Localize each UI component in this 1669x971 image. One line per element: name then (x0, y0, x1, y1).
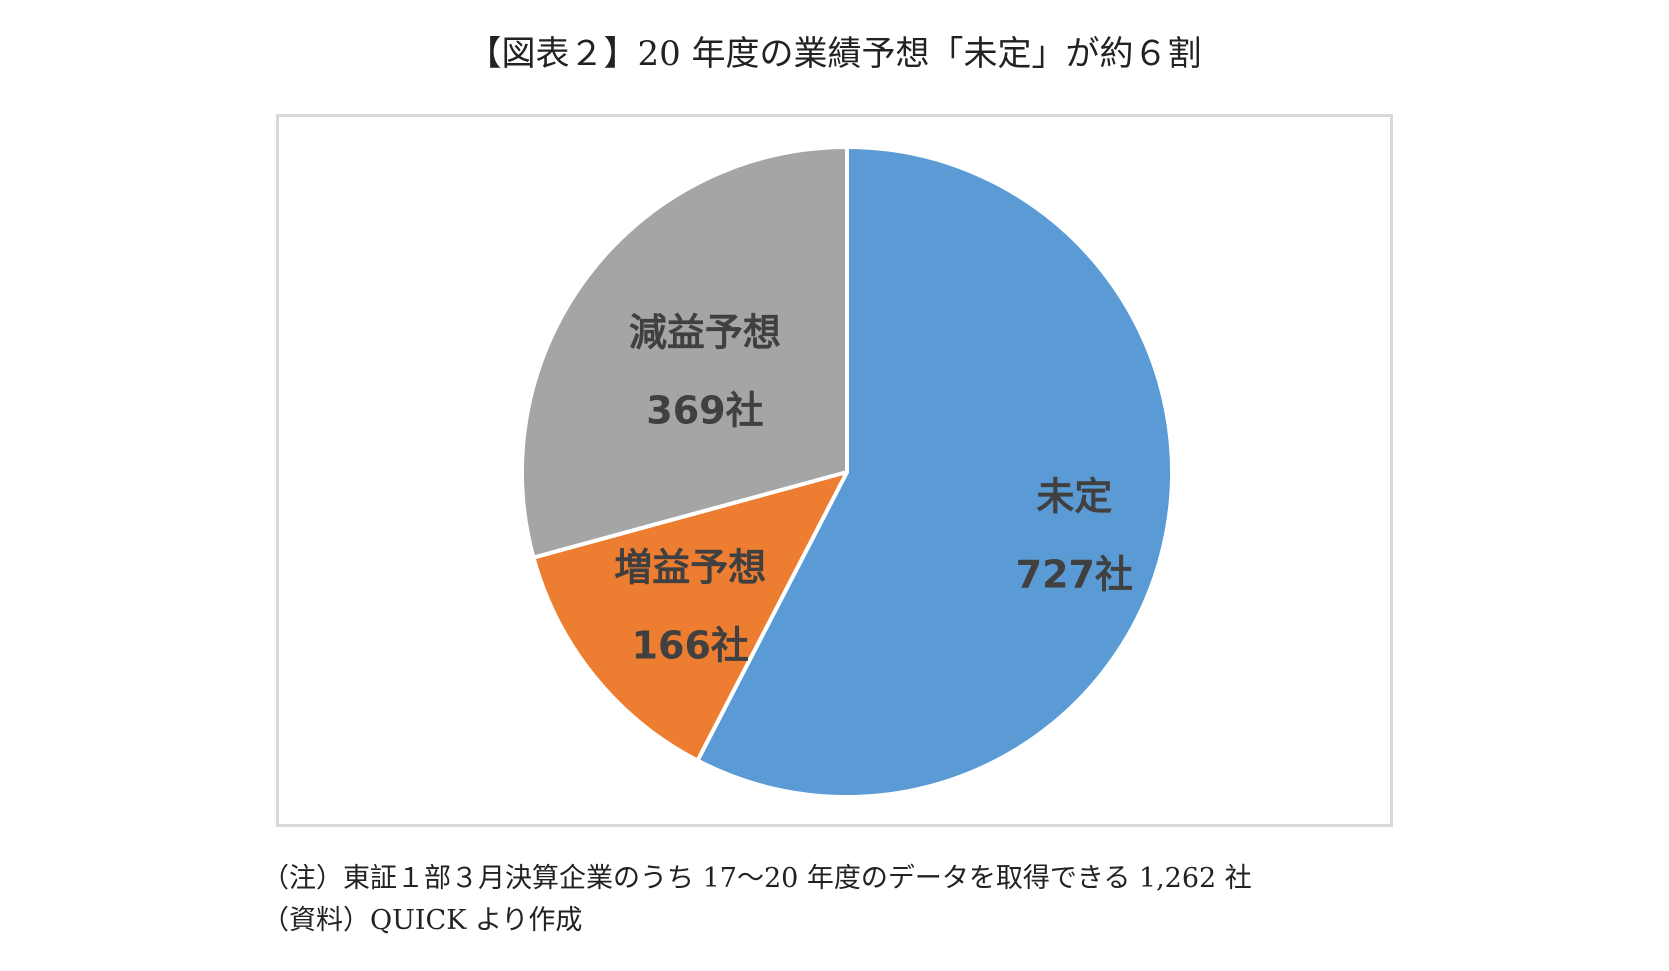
pie-slice-3 (520, 145, 849, 560)
slice-name-label: 増益予想 (614, 546, 766, 590)
note-text: （注）東証１部３月決算企業のうち 17～20 年度のデータを取得できる 1,26… (262, 863, 1252, 894)
pie-slice-2 (531, 470, 849, 763)
slice-value-label: 369社 (646, 389, 763, 433)
pie-chart: 未定 727社 増益予想 166社 減益予想 369社 (520, 145, 1174, 799)
slice-name-label: 減益予想 (629, 311, 781, 355)
slice-value-label: 166社 (632, 624, 749, 668)
chart-area: 未定 727社 増益予想 166社 減益予想 369社 (276, 114, 1393, 827)
source-text: （資料）QUICK より作成 (262, 905, 583, 936)
slice-value-label: 727社 (1016, 552, 1133, 596)
slice-name-label: 未定 (1036, 474, 1112, 518)
pie-slice-1 (695, 145, 1174, 799)
footnotes: （注）東証１部３月決算企業のうち 17～20 年度のデータを取得できる 1,26… (262, 858, 1252, 942)
chart-title: 【図表２】20 年度の業績予想「未定」が約６割 (467, 34, 1202, 74)
